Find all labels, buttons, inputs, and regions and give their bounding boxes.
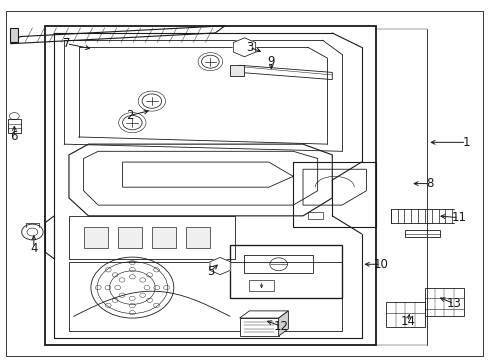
Text: 8: 8 <box>425 177 432 190</box>
Text: 3: 3 <box>245 41 253 54</box>
Polygon shape <box>7 119 21 134</box>
Text: 1: 1 <box>462 136 469 149</box>
Circle shape <box>142 94 161 108</box>
Text: 13: 13 <box>446 297 461 310</box>
Polygon shape <box>118 226 142 248</box>
Text: 14: 14 <box>400 315 414 328</box>
Text: 11: 11 <box>450 211 466 224</box>
Polygon shape <box>185 226 210 248</box>
Polygon shape <box>152 226 176 248</box>
Text: 12: 12 <box>273 320 288 333</box>
Text: 2: 2 <box>126 109 133 122</box>
Text: 6: 6 <box>11 130 18 144</box>
Polygon shape <box>233 38 255 57</box>
Polygon shape <box>209 257 230 275</box>
Text: 4: 4 <box>30 242 38 255</box>
Text: 5: 5 <box>206 265 214 278</box>
Text: 7: 7 <box>62 37 70 50</box>
Text: 10: 10 <box>373 258 387 271</box>
Polygon shape <box>229 65 244 76</box>
Polygon shape <box>10 28 18 42</box>
Polygon shape <box>278 311 288 336</box>
Polygon shape <box>83 226 108 248</box>
Polygon shape <box>239 311 288 318</box>
Circle shape <box>122 116 142 130</box>
Text: 9: 9 <box>267 55 275 68</box>
Circle shape <box>201 55 219 68</box>
Polygon shape <box>239 318 278 336</box>
